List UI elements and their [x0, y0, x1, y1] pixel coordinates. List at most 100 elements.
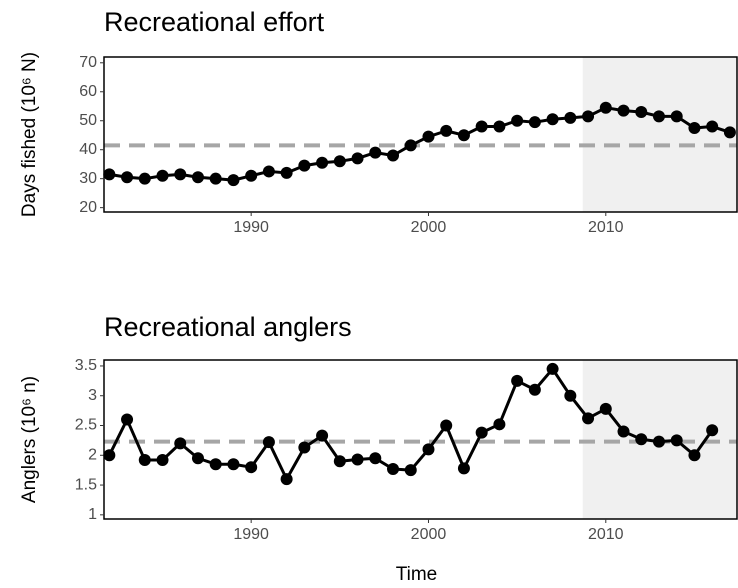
y-axis-label: Anglers (10⁶ n)	[19, 376, 40, 503]
data-point	[475, 120, 488, 133]
panel-title: Recreational effort	[104, 7, 325, 37]
panel-title: Recreational anglers	[104, 312, 352, 342]
data-point	[209, 458, 222, 471]
data-point	[103, 449, 116, 462]
y-tick-label: 60	[79, 83, 97, 100]
y-tick-label: 1	[88, 506, 97, 523]
data-point	[369, 146, 382, 159]
data-point	[262, 436, 275, 449]
data-point	[582, 412, 595, 425]
data-point	[635, 433, 648, 446]
data-point	[475, 426, 488, 439]
data-point	[564, 389, 577, 402]
data-point	[546, 362, 559, 375]
data-point	[280, 473, 293, 486]
data-point	[723, 126, 736, 139]
data-point	[227, 458, 240, 471]
data-point	[422, 443, 435, 456]
y-tick-label: 2.5	[75, 417, 97, 434]
data-point	[422, 130, 435, 143]
data-point	[511, 114, 524, 127]
panel: Recreational effort 20 30 40 50 60 70 1990 2000 2…	[19, 7, 738, 236]
data-point	[333, 455, 346, 468]
data-point	[103, 168, 116, 181]
y-tick-label: 70	[79, 54, 97, 71]
y-tick-label: 1.5	[75, 476, 97, 493]
data-point	[440, 419, 453, 432]
data-point	[351, 152, 364, 165]
data-point	[387, 149, 400, 162]
data-point	[387, 462, 400, 475]
data-point	[245, 461, 258, 474]
data-point	[652, 110, 665, 123]
data-point	[245, 169, 258, 182]
data-point	[316, 429, 329, 442]
data-point	[280, 166, 293, 179]
data-point	[174, 437, 187, 450]
data-point	[670, 110, 683, 123]
data-point	[298, 159, 311, 172]
data-point	[174, 168, 187, 181]
data-point	[457, 129, 470, 142]
data-point	[369, 452, 382, 465]
y-tick-label: 3	[88, 387, 97, 404]
data-point	[706, 120, 719, 133]
data-point	[298, 441, 311, 454]
y-tick-label: 20	[79, 199, 97, 216]
data-point	[191, 171, 204, 184]
shaded-region	[582, 57, 737, 212]
data-point	[546, 113, 559, 126]
data-point	[599, 402, 612, 415]
y-tick-label: 50	[79, 112, 97, 129]
data-point	[688, 121, 701, 134]
data-point	[227, 174, 240, 187]
y-axis-label: Days fished (10⁶ N)	[19, 52, 40, 217]
data-point	[528, 116, 541, 129]
data-point	[440, 124, 453, 137]
data-point	[528, 383, 541, 396]
data-point	[262, 165, 275, 178]
x-tick-label: 2000	[411, 219, 447, 236]
data-point	[404, 139, 417, 152]
data-point	[121, 171, 134, 184]
y-tick-label: 40	[79, 141, 97, 158]
data-point	[457, 462, 470, 475]
data-point	[333, 155, 346, 168]
data-point	[511, 374, 524, 387]
data-point	[599, 101, 612, 114]
data-point	[493, 418, 506, 431]
plot-frame	[103, 359, 738, 520]
data-point	[670, 434, 683, 447]
x-tick-label: 1990	[233, 219, 269, 236]
x-tick-label: 2000	[411, 526, 447, 543]
data-point	[138, 454, 151, 467]
plot-frame	[103, 56, 738, 213]
data-point	[617, 104, 630, 117]
data-point	[652, 435, 665, 448]
data-point	[316, 156, 329, 169]
panel: Recreational anglers 1 1.5 2 2.5 3 3.5 1990 2000…	[19, 312, 738, 585]
data-point	[156, 169, 169, 182]
data-point	[617, 425, 630, 438]
data-point	[404, 464, 417, 477]
data-point	[493, 120, 506, 133]
data-point	[191, 452, 204, 465]
data-point	[564, 111, 577, 124]
data-point	[121, 413, 134, 426]
y-tick-label: 3.5	[75, 357, 97, 374]
data-point	[688, 449, 701, 462]
data-point	[138, 172, 151, 185]
y-tick-label: 2	[88, 446, 97, 463]
data-point	[351, 453, 364, 466]
x-tick-label: 2010	[588, 219, 624, 236]
x-tick-label: 1990	[233, 526, 269, 543]
data-point	[582, 110, 595, 123]
x-axis-label: Time	[396, 564, 438, 585]
data-point	[209, 172, 222, 185]
x-tick-label: 2010	[588, 526, 624, 543]
data-point	[706, 424, 719, 437]
y-tick-label: 30	[79, 170, 97, 187]
data-point	[156, 454, 169, 467]
data-point	[635, 106, 648, 119]
